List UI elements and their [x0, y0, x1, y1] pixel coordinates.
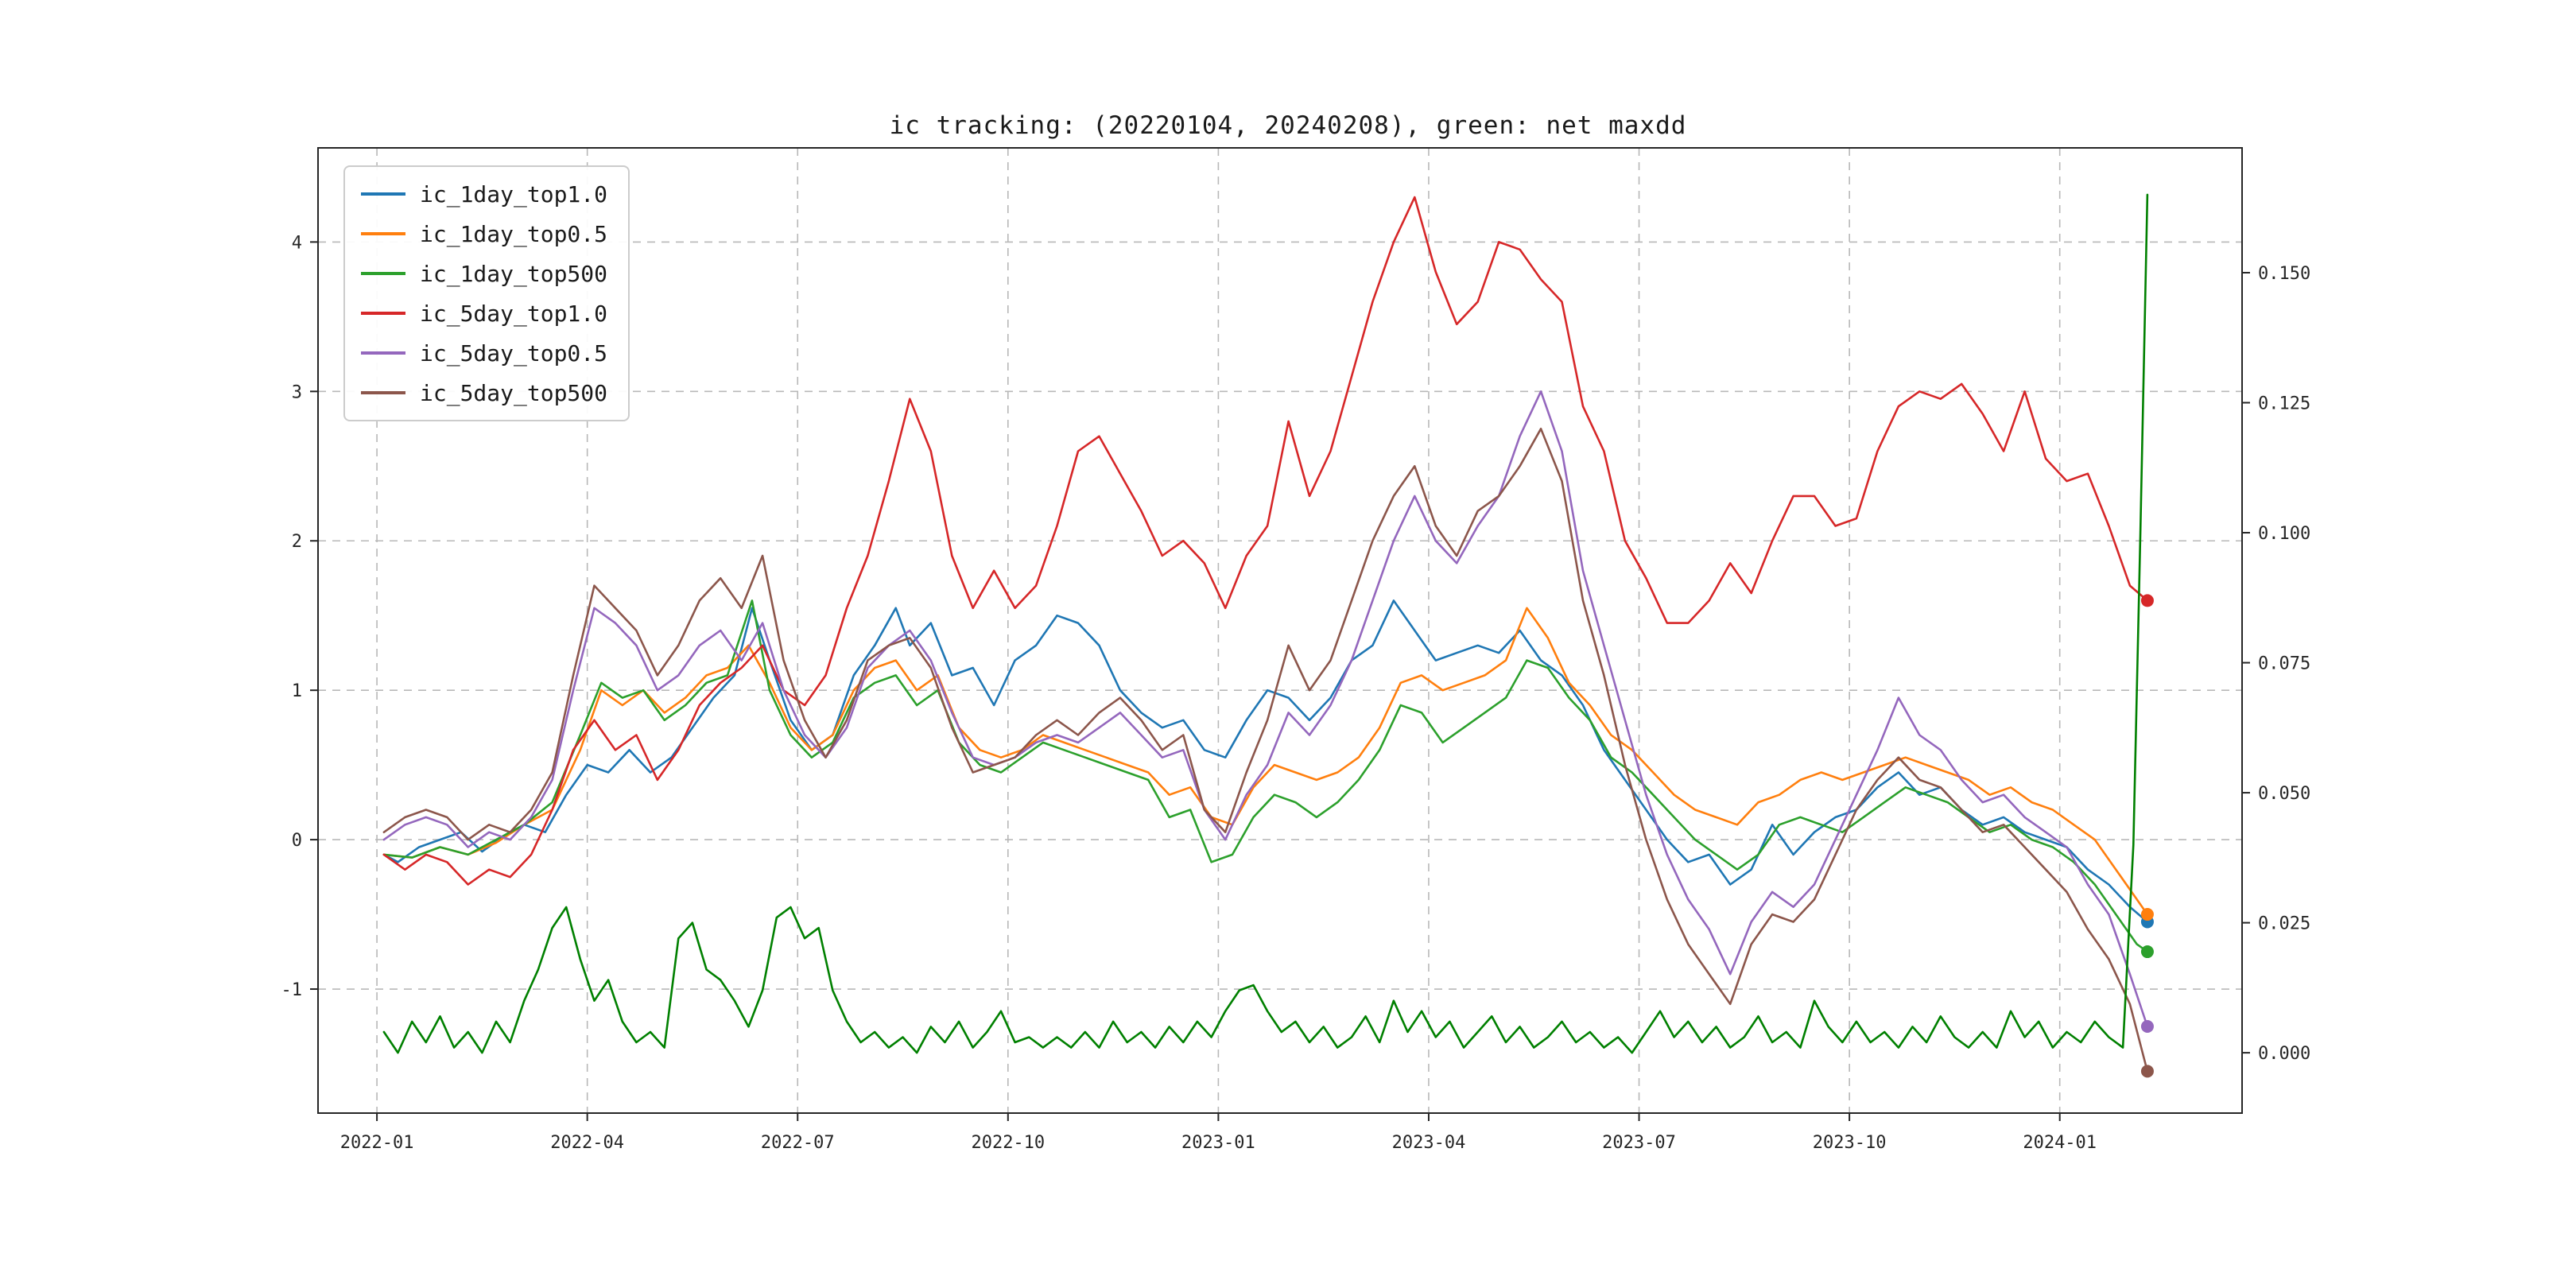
- series-line-ic_1day_top0.5: [382, 607, 2149, 916]
- legend-line-sample: [361, 272, 405, 275]
- x-tick-label: 2024-01: [2023, 1133, 2097, 1153]
- legend-label: ic_1day_top0.5: [420, 220, 608, 247]
- x-tick-label: 2022-01: [340, 1133, 414, 1153]
- legend-item-ic_5day_top1.0: ic_5day_top1.0: [361, 297, 607, 329]
- right-y-tick-label: 0.000: [2258, 1044, 2310, 1064]
- plot-border: [317, 147, 2243, 1114]
- series-end-dot-ic_1day_top500: [2140, 945, 2154, 959]
- right-y-tick-label: 0.050: [2258, 784, 2310, 804]
- legend-label: ic_1day_top500: [420, 260, 608, 287]
- left-y-tick-label: 4: [292, 233, 302, 253]
- right-y-tick-label: 0.125: [2258, 394, 2310, 414]
- x-tick-label: 2022-04: [550, 1133, 624, 1153]
- series-line-ic_1day_top1.0: [382, 599, 2149, 923]
- x-tick-label: 2023-01: [1181, 1133, 1255, 1153]
- legend-label: ic_5day_top500: [420, 379, 608, 406]
- x-tick-label: 2022-10: [971, 1133, 1045, 1153]
- series-end-dot-ic_5day_top500: [2140, 1065, 2154, 1078]
- series-line-net-maxdd: [382, 193, 2149, 1054]
- legend-line-sample: [361, 351, 405, 355]
- left-y-tick-label: -1: [281, 980, 303, 1000]
- legend-line-sample: [361, 192, 405, 196]
- legend-label: ic_5day_top1.0: [420, 300, 608, 327]
- chart-title: ic tracking: (20220104, 20240208), green…: [889, 111, 1687, 140]
- left-y-tick-label: 3: [292, 382, 302, 402]
- left-y-tick-label: 1: [292, 681, 302, 701]
- x-tick-label: 2022-07: [761, 1133, 835, 1153]
- series-end-dot-ic_5day_top1.0: [2140, 594, 2154, 607]
- legend-item-ic_1day_top0.5: ic_1day_top0.5: [361, 218, 607, 250]
- legend-line-sample: [361, 391, 405, 394]
- series-line-ic_5day_top0.5: [382, 390, 2149, 1028]
- series-end-dot-ic_5day_top0.5: [2140, 1020, 2154, 1034]
- legend-item-ic_5day_top0.5: ic_5day_top0.5: [361, 337, 607, 369]
- series-line-ic_5day_top1.0: [382, 196, 2149, 886]
- left-y-tick-label: 2: [292, 532, 302, 552]
- left-y-tick-label: 0: [292, 831, 302, 851]
- series-end-dot-ic_1day_top0.5: [2140, 908, 2154, 921]
- right-y-tick-label: 0.025: [2258, 914, 2310, 934]
- x-tick-label: 2023-10: [1813, 1133, 1887, 1153]
- x-tick-label: 2023-04: [1392, 1133, 1466, 1153]
- right-y-tick-label: 0.150: [2258, 264, 2310, 284]
- legend-label: ic_5day_top0.5: [420, 339, 608, 367]
- legend-item-ic_1day_top500: ic_1day_top500: [361, 258, 607, 289]
- right-y-tick-label: 0.075: [2258, 654, 2310, 674]
- x-tick-label: 2023-07: [1602, 1133, 1676, 1153]
- legend-item-ic_1day_top1.0: ic_1day_top1.0: [361, 178, 607, 210]
- series-line-ic_5day_top500: [382, 427, 2149, 1073]
- legend-label: ic_1day_top1.0: [420, 180, 608, 208]
- series-line-ic_1day_top500: [382, 599, 2149, 953]
- legend-line-sample: [361, 232, 405, 235]
- legend-item-ic_5day_top500: ic_5day_top500: [361, 377, 607, 409]
- right-y-tick-label: 0.100: [2258, 524, 2310, 544]
- legend-line-sample: [361, 312, 405, 315]
- legend: ic_1day_top1.0 ic_1day_top0.5 ic_1day_top5…: [343, 165, 630, 421]
